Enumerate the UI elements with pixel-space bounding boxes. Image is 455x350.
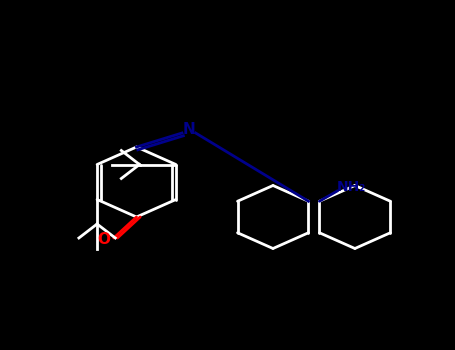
Text: O: O: [97, 232, 110, 247]
Text: N: N: [182, 122, 195, 137]
Text: NH₂: NH₂: [337, 180, 366, 194]
